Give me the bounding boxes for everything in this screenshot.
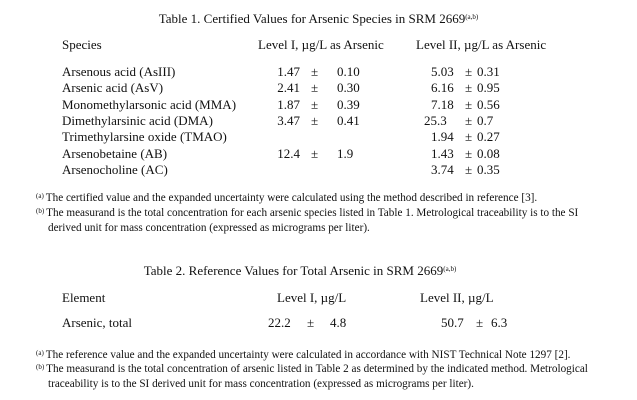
table1-title-sup: (a,b): [465, 13, 479, 21]
footnote: (b) The measurand is the total concentrat…: [36, 206, 578, 220]
element-name: Arsenic, total: [62, 315, 133, 330]
level1-value: 22.2: [268, 315, 291, 330]
footnote: (a) The reference value and the expanded …: [36, 348, 570, 362]
level2-uncertainty: 0.31: [477, 64, 500, 79]
level1-uncertainty: 0.41: [337, 112, 360, 128]
level2-value: 3.74: [431, 161, 454, 177]
plus-minus: ±: [311, 96, 319, 112]
table2-header-level1: Level I, µg/L: [277, 290, 347, 305]
level2-value: 6.16: [431, 80, 454, 96]
footnote-text: The reference value and the expanded unc…: [45, 349, 571, 361]
plus-minus: ±: [311, 112, 319, 128]
level1-uncertainty: 0.39: [337, 96, 360, 112]
level1-value: 1.47: [277, 64, 300, 79]
footnote-mark: (a): [36, 192, 44, 200]
level2-value: 1.94: [431, 129, 454, 145]
footnote-text: The measurand is the total concentration…: [46, 207, 579, 219]
species-name: Arsenocholine (AC): [62, 161, 168, 177]
footnote-mark: (b): [36, 207, 45, 215]
level2-uncertainty: 0.35: [477, 161, 500, 177]
plus-minus: ±: [476, 315, 484, 330]
table2-title-sup: (a,b): [443, 265, 457, 273]
table2-title: Table 2. Reference Values for Total Arse…: [0, 263, 600, 279]
species-name: Trimethylarsine oxide (TMAO): [62, 129, 227, 145]
level1-uncertainty: 1.9: [337, 145, 354, 161]
plus-minus: ±: [311, 80, 319, 96]
level2-uncertainty: 0.7: [477, 112, 494, 128]
level2-uncertainty: 0.08: [477, 145, 500, 161]
plus-minus: ±: [465, 161, 473, 177]
level2-value: 1.43: [431, 145, 454, 161]
table1-header-species: Species: [62, 37, 102, 52]
table2-header-level2: Level II, µg/L: [420, 290, 494, 305]
level2-value: 50.7: [441, 315, 464, 330]
table2-header-element: Element: [62, 290, 106, 305]
level2-value: 25.3: [424, 112, 447, 128]
footnote-continuation: derived unit for mass concentration (exp…: [48, 221, 370, 234]
footnote-mark: (a): [36, 349, 44, 357]
level1-value: 1.87: [277, 96, 300, 112]
plus-minus: ±: [311, 145, 319, 161]
footnote-mark: (b): [36, 363, 45, 371]
plus-minus: ±: [465, 145, 473, 161]
table1-header-level1: Level I, µg/L as Arsenic: [258, 37, 384, 52]
level1-uncertainty: 0.30: [337, 80, 360, 96]
plus-minus: ±: [465, 96, 473, 112]
table1-header-level2: Level II, µg/L as Arsenic: [416, 37, 547, 52]
table1-title: Table 1. Certified Values for Arsenic Sp…: [0, 11, 637, 27]
level2-uncertainty: 0.56: [477, 96, 500, 112]
level1-value: 12.4: [277, 145, 300, 161]
plus-minus: ±: [465, 129, 473, 145]
level2-uncertainty: 0.27: [477, 129, 500, 145]
footnote-text: The measurand is the total concentration…: [46, 363, 588, 375]
level2-uncertainty: 0.95: [477, 80, 500, 96]
footnote-text: The certified value and the expanded unc…: [45, 192, 538, 204]
level2-value: 5.03: [431, 64, 454, 79]
table2-title-text: Table 2. Reference Values for Total Arse…: [143, 263, 444, 278]
level1-value: 2.41: [277, 80, 300, 96]
species-name: Arsenobetaine (AB): [62, 145, 168, 161]
level1-uncertainty: 0.10: [337, 64, 360, 79]
plus-minus: ±: [311, 64, 319, 79]
footnote: (b) The measurand is the total concentrat…: [36, 362, 588, 376]
species-name: Dimethylarsinic acid (DMA): [62, 112, 213, 128]
species-name: Arsenic acid (AsV): [62, 80, 164, 96]
species-name: Arsenous acid (AsIII): [62, 64, 176, 79]
level2-value: 7.18: [431, 96, 454, 112]
level1-value: 3.47: [277, 112, 300, 128]
species-name: Monomethylarsonic acid (MMA): [62, 96, 237, 112]
plus-minus: ±: [465, 112, 473, 128]
footnote-continuation: traceability is to the SI derived unit f…: [48, 377, 474, 390]
level2-uncertainty: 6.3: [491, 315, 508, 330]
level1-uncertainty: 4.8: [330, 315, 347, 330]
plus-minus: ±: [307, 315, 315, 330]
plus-minus: ±: [465, 64, 473, 79]
footnote: (a) The certified value and the expanded …: [36, 191, 537, 205]
table1-title-text: Table 1. Certified Values for Arsenic Sp…: [158, 11, 466, 26]
plus-minus: ±: [465, 80, 473, 96]
